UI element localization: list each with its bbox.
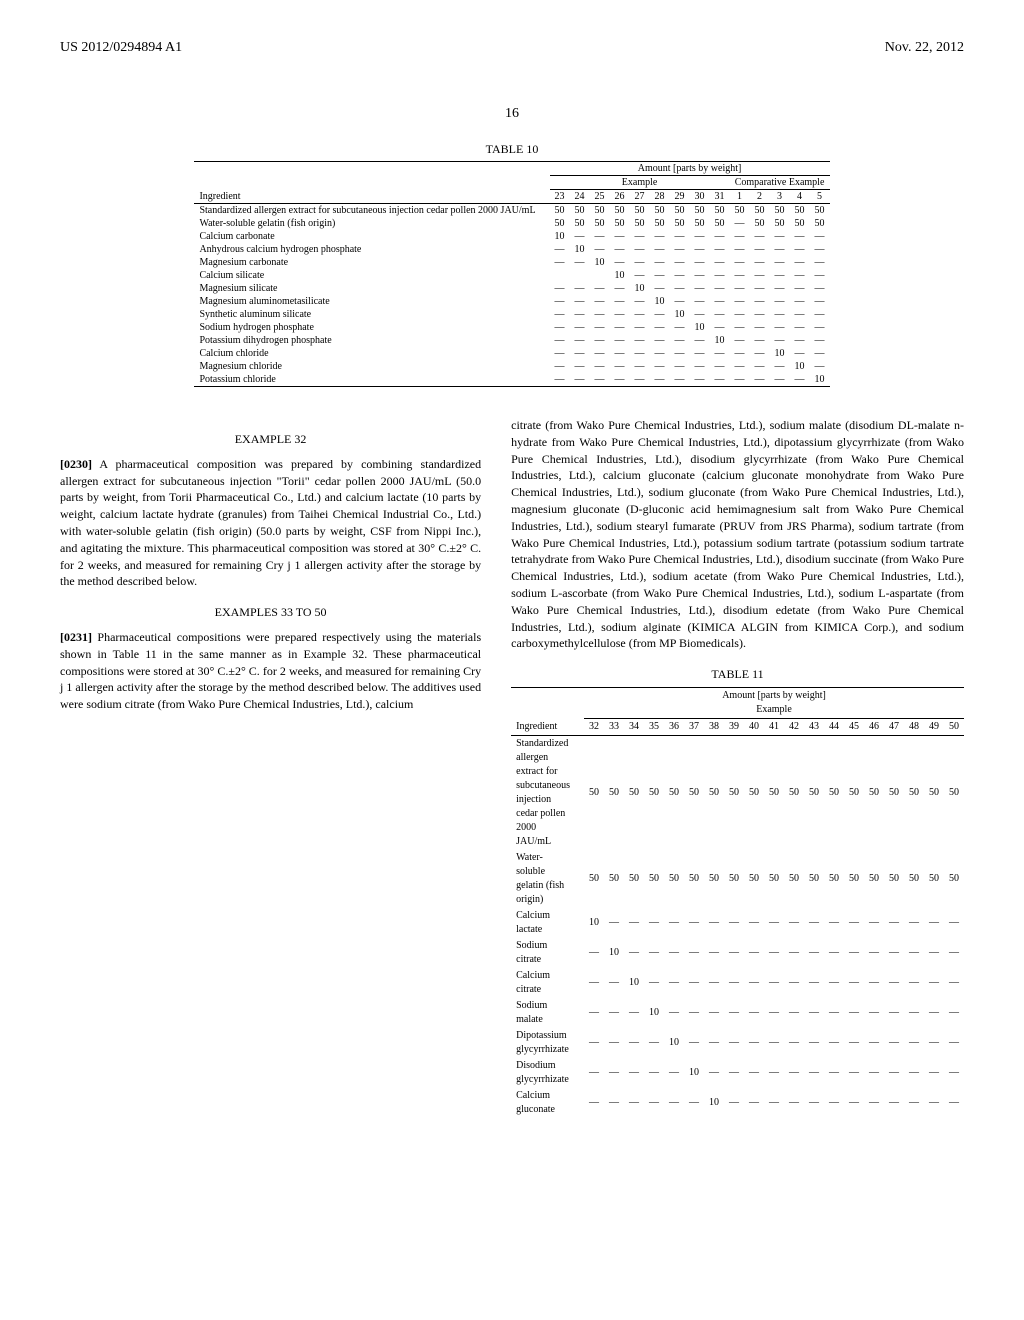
body-columns: EXAMPLE 32 [0230] A pharmaceutical compo… — [60, 417, 964, 1148]
table10: Amount [parts by weight]ExampleComparati… — [194, 161, 829, 387]
para-num-0231: [0231] — [60, 630, 92, 644]
para-num-0230: [0230] — [60, 457, 92, 471]
page-header: US 2012/0294894 A1 Nov. 22, 2012 — [60, 40, 964, 56]
example33-text-left: Pharmaceutical compositions were prepare… — [60, 630, 481, 711]
page-number: 16 — [60, 106, 964, 122]
example32-text: A pharmaceutical composition was prepare… — [60, 457, 481, 589]
example33-heading: EXAMPLES 33 TO 50 — [60, 604, 481, 621]
patent-date: Nov. 22, 2012 — [885, 40, 964, 56]
table10-title: TABLE 10 — [60, 142, 964, 157]
right-column: citrate (from Wako Pure Chemical Industr… — [511, 417, 964, 1148]
example33-text-right: citrate (from Wako Pure Chemical Industr… — [511, 417, 964, 652]
left-column: EXAMPLE 32 [0230] A pharmaceutical compo… — [60, 417, 481, 1148]
example32-para: [0230] A pharmaceutical composition was … — [60, 456, 481, 590]
example32-heading: EXAMPLE 32 — [60, 431, 481, 448]
table11: Amount [parts by weight]ExampleIngredien… — [511, 687, 964, 1118]
table11-title: TABLE 11 — [511, 666, 964, 683]
patent-id: US 2012/0294894 A1 — [60, 40, 182, 56]
example33-para-left: [0231] Pharmaceutical compositions were … — [60, 629, 481, 713]
